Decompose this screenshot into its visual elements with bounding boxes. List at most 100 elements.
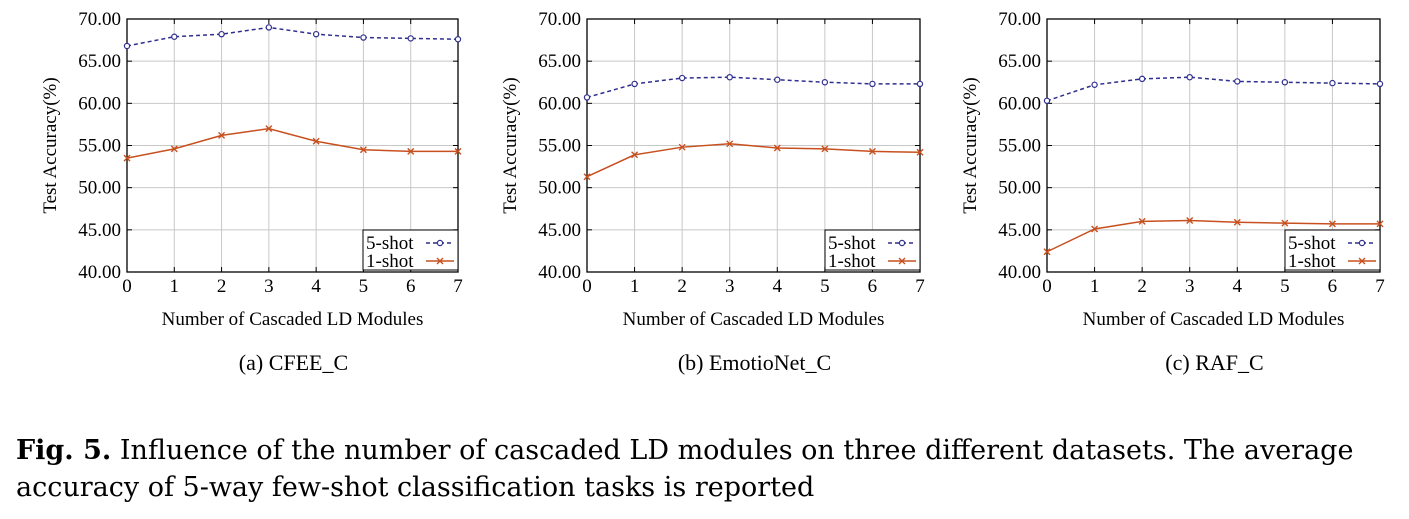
x-tick-label: 5 [820,276,830,297]
data-point-5-shot [1376,80,1384,88]
x-tick-label: 2 [217,276,227,297]
chart-panel-2: 40.00 45.00 50.00 55.00 60.00 65.00 70.00 0 1 2 3 4… [500,9,925,375]
legend-label: 5-shot [828,233,876,254]
figure-caption: Fig. 5. Influence of the number of casca… [16,432,1401,506]
data-point-1-shot [773,144,781,152]
legend-marker [1358,257,1366,265]
x-tick-label: 1 [630,276,640,297]
y-tick-label: 60.00 [78,93,121,114]
data-point-5-shot [1043,97,1051,105]
y-axis-label: Test Accuracy(%) [40,77,61,213]
y-tick-label: 65.00 [538,51,581,72]
y-tick-label: 55.00 [538,136,581,157]
y-tick-label: 70.00 [998,9,1041,30]
x-tick-label: 0 [122,276,132,297]
data-point-5-shot [1138,75,1146,83]
subfigure-label: (a) CFEE_C [239,350,348,375]
data-point-1-shot [359,146,367,154]
x-tick-label: 2 [1137,276,1147,297]
y-tick-label: 50.00 [78,178,121,199]
data-point-5-shot [821,79,829,86]
data-point-5-shot [218,30,225,38]
data-point-1-shot [1091,225,1099,233]
x-tick-label: 5 [1280,276,1290,297]
x-tick-label: 3 [1185,276,1195,297]
subfigure-label: (b) EmotioNet_C [678,350,831,375]
x-tick-label: 0 [1042,276,1052,297]
x-tick-label: 7 [1375,276,1385,297]
x-tick-label: 4 [1233,276,1243,297]
data-point-1-shot [1328,220,1336,228]
x-tick-label: 2 [677,276,687,297]
data-point-1-shot [265,125,273,133]
data-point-5-shot [1329,79,1336,87]
y-tick-label: 40.00 [998,262,1041,283]
y-tick-label: 45.00 [78,220,121,241]
x-tick-label: 6 [406,276,416,297]
y-tick-label: 50.00 [998,178,1041,199]
series-line-1-shot [586,143,921,178]
legend-marker [898,239,906,247]
data-point-1-shot [678,143,686,151]
data-point-1-shot [1281,219,1289,227]
x-tick-label: 4 [311,276,321,297]
data-point-5-shot [265,24,273,31]
legend-label: 1-shot [366,251,414,272]
caption-text: Influence of the number of cascaded LD m… [16,435,1354,503]
y-tick-label: 50.00 [538,178,581,199]
y-axis-label: Test Accuracy(%) [960,77,981,213]
y-tick-label: 70.00 [78,9,121,30]
data-point-1-shot [631,151,639,159]
legend-label: 5-shot [366,233,414,254]
data-point-1-shot [1186,217,1194,225]
x-tick-label: 7 [915,276,925,297]
y-tick-label: 40.00 [538,262,581,283]
data-point-1-shot [916,148,924,156]
data-point-5-shot [726,73,733,81]
data-point-5-shot [583,94,591,101]
x-axis-label: Number of Cascaded LD Modules [162,309,424,330]
y-tick-label: 55.00 [998,136,1041,157]
y-tick-label: 45.00 [998,220,1041,241]
data-point-5-shot [1091,81,1098,88]
x-tick-label: 1 [170,276,180,297]
data-point-1-shot [407,147,415,155]
x-tick-label: 6 [1328,276,1338,297]
x-tick-label: 5 [359,276,369,297]
data-point-5-shot [407,35,414,42]
data-point-1-shot [218,131,226,139]
y-tick-label: 55.00 [78,136,121,157]
y-axis-label: Test Accuracy(%) [500,77,521,213]
series-line-5-shot [126,26,459,47]
x-axis-label: Number of Cascaded LD Modules [623,309,885,330]
data-point-1-shot [868,147,876,155]
legend-marker [898,257,906,265]
data-point-1-shot [726,140,734,148]
data-point-5-shot [916,80,924,88]
data-point-5-shot [454,36,462,43]
series-line-5-shot [1046,76,1381,102]
data-point-1-shot [312,137,320,145]
legend-label: 1-shot [1288,251,1336,272]
y-tick-label: 40.00 [78,262,121,283]
y-tick-label: 70.00 [538,9,581,30]
data-point-1-shot [821,145,829,153]
data-point-1-shot [123,154,131,162]
data-point-5-shot [1281,79,1289,86]
chart-panel-3: 40.00 45.00 50.00 55.00 60.00 65.00 70.00 0 1 2 3 4… [960,9,1385,375]
data-point-1-shot [583,173,591,181]
legend-label: 5-shot [1288,233,1336,254]
data-point-5-shot [678,74,686,82]
x-tick-label: 6 [868,276,878,297]
data-point-5-shot [312,30,320,38]
data-point-1-shot [1043,248,1051,256]
data-point-5-shot [774,76,781,83]
legend-marker [436,257,444,265]
data-point-5-shot [123,42,131,50]
series-line-1-shot [126,127,458,159]
chart-panel-1: 40.00 45.00 50.00 55.00 60.00 65.00 70.00 0 1 2 3 4… [40,9,463,375]
data-point-5-shot [1186,73,1193,81]
data-point-5-shot [631,80,638,88]
